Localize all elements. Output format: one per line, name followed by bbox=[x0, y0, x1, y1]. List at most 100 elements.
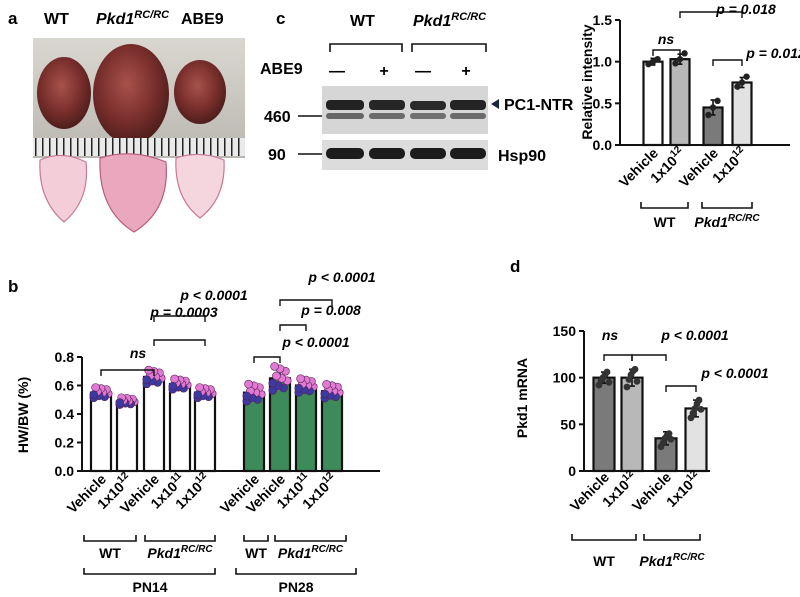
c-data-point bbox=[743, 73, 750, 80]
b-y-tick-label: 0.8 bbox=[55, 349, 75, 365]
b-timepoint-bracket bbox=[83, 568, 216, 575]
blot-sign-1: — bbox=[329, 63, 345, 80]
mw-marker-90: 90 bbox=[268, 147, 286, 164]
d-y-tick-label: 50 bbox=[560, 416, 576, 432]
d-bar bbox=[592, 376, 616, 473]
label-abe9-a: ABE9 bbox=[181, 11, 224, 28]
d-y-tick-label: 100 bbox=[553, 370, 577, 386]
b-timepoint-label: PN28 bbox=[278, 579, 313, 595]
d-data-point bbox=[603, 368, 611, 376]
b-group-bracket bbox=[243, 535, 269, 542]
d-y-axis-label: Pkd1 mRNA bbox=[514, 358, 530, 438]
b-y-tick-label: 0.0 bbox=[55, 463, 75, 479]
b-bar bbox=[168, 382, 192, 473]
b-y-tick-label: 0.4 bbox=[55, 406, 75, 422]
b-data-point bbox=[294, 383, 304, 393]
band-pc1-lane2 bbox=[369, 100, 405, 110]
band-label-hsp90: Hsp90 bbox=[498, 148, 546, 165]
d-y-tick-label: 0 bbox=[568, 463, 576, 479]
d-group-bracket bbox=[643, 534, 701, 541]
c-data-point bbox=[705, 111, 712, 119]
d-significance-label: ns bbox=[602, 327, 619, 343]
histology-pkd1 bbox=[99, 153, 167, 233]
histology-sections bbox=[39, 153, 225, 233]
b-significance-bracket bbox=[153, 339, 206, 346]
c-significance-bracket bbox=[679, 11, 743, 18]
d-data-point bbox=[623, 383, 631, 391]
b-significance-bracket bbox=[153, 315, 206, 322]
d-data-point bbox=[695, 396, 703, 404]
d-data-point bbox=[667, 435, 675, 443]
d-group-label: Pkd1RC/RC bbox=[639, 552, 705, 569]
panel-label-c: c bbox=[276, 9, 285, 28]
band-hsp90-lane1 bbox=[326, 148, 364, 159]
band-pc1-lower-lane2 bbox=[369, 113, 405, 119]
b-group-label: Pkd1RC/RC bbox=[147, 544, 213, 561]
arrowhead-pc1 bbox=[491, 99, 499, 109]
c-group-bracket bbox=[701, 202, 753, 209]
b-group-bracket bbox=[83, 535, 137, 542]
c-data-point bbox=[709, 104, 717, 111]
band-pc1-lane3 bbox=[410, 101, 446, 110]
b-group-label: WT bbox=[99, 545, 121, 561]
b-data-point bbox=[296, 374, 305, 383]
d-bar bbox=[620, 376, 644, 473]
d-data-point bbox=[631, 365, 639, 373]
b-timepoint-bracket bbox=[235, 568, 357, 575]
b-significance-label: p < 0.0001 bbox=[307, 269, 376, 285]
d-significance-label: p < 0.0001 bbox=[700, 365, 769, 381]
band-pc1-lower-lane4 bbox=[450, 113, 486, 119]
c-data-point bbox=[654, 55, 661, 63]
band-hsp90-lane2 bbox=[369, 148, 405, 159]
d-x-tick-label: Vehicle bbox=[629, 469, 675, 515]
c-y-axis-label: Relative intensity bbox=[579, 24, 595, 139]
blot-abe9-label: ABE9 bbox=[260, 61, 303, 78]
b-data-point bbox=[322, 380, 331, 389]
b-data-point bbox=[170, 374, 179, 384]
b-group-bracket bbox=[144, 535, 216, 542]
b-y-tick-label: 0.6 bbox=[55, 378, 75, 394]
c-significance-label: p = 0.012 bbox=[745, 45, 800, 61]
b-group-label: Pkd1RC/RC bbox=[278, 544, 344, 561]
b-timepoint-label: PN14 bbox=[132, 579, 167, 595]
c-significance-label: ns bbox=[658, 31, 675, 47]
band-label-pc1: PC1-NTR bbox=[504, 97, 574, 114]
c-y-tick-label: 0.0 bbox=[593, 137, 613, 153]
c-y-tick-label: 1.0 bbox=[593, 54, 613, 70]
b-y-tick-label: 0.2 bbox=[55, 435, 75, 451]
b-data-point bbox=[244, 379, 253, 389]
c-group-label: WT bbox=[654, 214, 676, 230]
b-data-point bbox=[168, 381, 178, 391]
b-group-bracket bbox=[274, 535, 347, 542]
mw-marker-460: 460 bbox=[264, 109, 291, 126]
band-hsp90-lane4 bbox=[450, 148, 486, 159]
b-bar bbox=[193, 391, 217, 473]
c-y-tick-label: 1.5 bbox=[593, 12, 613, 28]
c-bar bbox=[642, 60, 664, 147]
c-bar bbox=[731, 81, 753, 147]
c-data-point bbox=[681, 50, 688, 57]
b-data-point bbox=[242, 391, 252, 401]
ruler-scale bbox=[33, 138, 245, 156]
d-significance-bracket bbox=[631, 354, 667, 361]
heart-abe9-photo bbox=[174, 60, 226, 124]
c-data-point bbox=[738, 79, 746, 86]
c-group-label: Pkd1RC/RC bbox=[694, 213, 760, 230]
b-y-axis-label: HW/BW (%) bbox=[15, 377, 31, 453]
heart-pkd1-photo bbox=[93, 44, 169, 144]
chart-b-hw-bw: 0.00.20.40.60.8HW/BW (%)Vehicle1x1012Veh… bbox=[15, 269, 380, 595]
b-significance-bracket bbox=[279, 324, 307, 331]
label-wt-a: WT bbox=[44, 11, 69, 28]
b-data-point bbox=[268, 378, 278, 388]
b-data-point bbox=[193, 390, 203, 399]
d-significance-bracket bbox=[665, 385, 697, 392]
b-bar bbox=[142, 375, 166, 473]
d-group-bracket bbox=[571, 534, 637, 541]
panel-label-d: d bbox=[510, 257, 520, 276]
blot-group-wt: WT bbox=[350, 13, 375, 30]
b-bar bbox=[115, 400, 139, 473]
band-pc1-lower-lane3 bbox=[410, 113, 446, 119]
